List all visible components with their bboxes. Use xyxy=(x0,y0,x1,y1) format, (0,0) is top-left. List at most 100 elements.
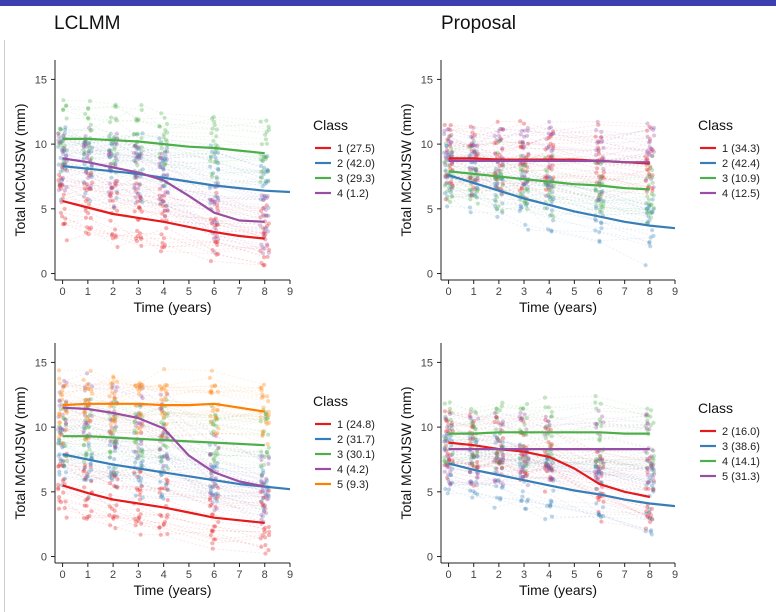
observation-point xyxy=(498,480,503,485)
observation-point xyxy=(137,205,142,210)
observation-point xyxy=(543,436,549,441)
observation-point xyxy=(87,125,92,131)
patient-trajectory xyxy=(451,175,653,192)
observation-point xyxy=(265,450,270,455)
observation-point xyxy=(494,206,499,211)
observation-point xyxy=(446,456,451,461)
observation-point xyxy=(89,414,95,419)
observation-point xyxy=(161,385,167,390)
patient-trajectory xyxy=(60,117,267,140)
observation-point xyxy=(650,167,655,173)
observation-point xyxy=(446,181,451,186)
observation-point xyxy=(56,506,62,511)
observation-point xyxy=(263,194,268,199)
observation-point xyxy=(61,149,66,154)
x-tick-label: 4 xyxy=(161,569,167,581)
observation-point xyxy=(261,509,267,515)
observation-point xyxy=(160,199,165,204)
observation-point xyxy=(525,207,530,212)
observation-point xyxy=(140,385,145,390)
observation-point xyxy=(471,454,476,459)
observation-point xyxy=(84,371,90,376)
observation-point xyxy=(643,529,648,534)
observation-point xyxy=(650,475,656,480)
patient-trajectory xyxy=(62,223,265,266)
observation-point xyxy=(471,483,476,488)
observation-point xyxy=(137,426,142,431)
observation-point xyxy=(137,152,142,157)
observation-point xyxy=(133,383,138,389)
observation-point xyxy=(213,524,218,529)
observation-point xyxy=(545,169,550,174)
patient-trajectory xyxy=(58,438,268,454)
observation-point xyxy=(525,462,530,467)
observation-point xyxy=(442,122,447,128)
observation-point xyxy=(159,409,164,414)
observation-point xyxy=(212,383,218,389)
patient-trajectory xyxy=(448,187,651,242)
observation-point xyxy=(134,116,139,121)
observation-point xyxy=(258,499,263,504)
observation-point xyxy=(60,183,65,188)
observation-point xyxy=(260,431,266,436)
observation-point xyxy=(60,177,65,182)
observation-point xyxy=(497,458,503,463)
observation-point xyxy=(644,189,650,194)
observation-point xyxy=(211,524,217,529)
observation-point xyxy=(61,441,66,446)
x-tick-label: 5 xyxy=(186,286,192,298)
observation-point xyxy=(545,193,551,198)
observation-point xyxy=(136,474,141,479)
observation-point xyxy=(89,128,94,133)
observation-point xyxy=(134,118,139,123)
observation-point xyxy=(160,466,165,471)
observation-point xyxy=(261,197,266,202)
observation-point xyxy=(210,220,215,225)
observation-point xyxy=(494,176,499,181)
observation-point xyxy=(264,129,269,134)
observation-point xyxy=(60,107,66,112)
observation-point xyxy=(113,445,118,450)
observation-point xyxy=(63,476,68,481)
observation-point xyxy=(266,127,272,132)
y-axis-label: Total MCMJSW (mm) xyxy=(398,104,414,237)
observation-point xyxy=(468,145,473,150)
observation-point xyxy=(212,225,217,230)
observation-point xyxy=(83,199,89,204)
observation-point xyxy=(261,405,266,410)
observation-point xyxy=(259,544,264,549)
observation-point xyxy=(262,214,267,219)
patient-trajectory xyxy=(65,468,262,502)
observation-point xyxy=(522,144,527,149)
observation-point xyxy=(111,162,116,167)
observation-point xyxy=(82,426,87,431)
observation-point xyxy=(446,477,451,482)
observation-point xyxy=(83,230,89,235)
observation-point xyxy=(115,485,120,490)
patient-trajectory xyxy=(445,423,651,439)
patient-trajectory xyxy=(448,439,653,487)
patient-trajectory xyxy=(449,458,648,517)
series-line-1 xyxy=(448,441,651,499)
observation-point xyxy=(494,414,499,420)
observation-point xyxy=(447,411,452,416)
observation-point xyxy=(518,410,523,415)
observation-point xyxy=(163,137,168,142)
observation-point xyxy=(496,420,501,425)
observation-point xyxy=(211,405,216,410)
observation-point xyxy=(470,136,475,141)
observation-point xyxy=(56,482,61,487)
observation-point xyxy=(596,470,601,475)
observation-point xyxy=(63,418,68,423)
observation-point xyxy=(132,472,137,477)
observation-point xyxy=(133,383,138,388)
patient-trajectory xyxy=(452,455,652,473)
observation-point xyxy=(89,455,94,460)
observation-point xyxy=(136,518,141,523)
observation-point xyxy=(165,149,170,154)
observation-point xyxy=(163,153,168,158)
patient-trajectory xyxy=(66,233,264,266)
observation-point xyxy=(445,197,450,202)
observation-point xyxy=(649,464,654,469)
observation-point xyxy=(110,432,115,437)
